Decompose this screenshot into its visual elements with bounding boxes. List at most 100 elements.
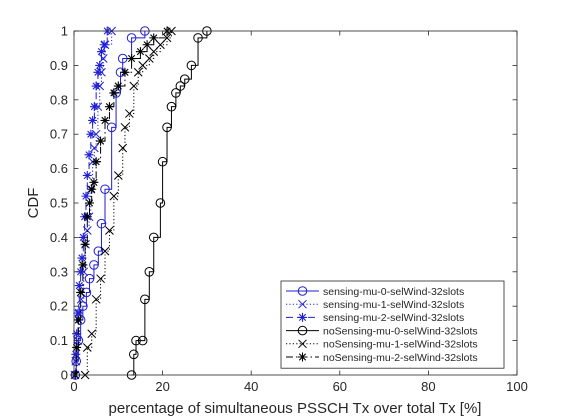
data-point-5-4: [91, 294, 101, 304]
data-point-5-13: [129, 81, 139, 91]
data-point-6-10: [89, 177, 99, 187]
legend-item: sensing-mu-0-selWind-32slots: [286, 286, 464, 298]
data-point-3-20: [99, 40, 109, 50]
data-point-6-2: [72, 342, 82, 352]
data-point-6-17: [120, 67, 130, 77]
data-point-6-9: [87, 184, 97, 194]
data-point-6-3: [73, 315, 83, 325]
data-point-4-6: [144, 267, 155, 277]
data-point-3-16: [91, 81, 101, 91]
data-point-6-14: [104, 102, 114, 112]
data-point-1-7: [84, 273, 95, 284]
y-axis-label: CDF: [25, 188, 42, 219]
legend-label: noSensing-mu-0-selWind-32slots: [323, 325, 478, 337]
y-tick-label: 0.3: [50, 264, 68, 279]
data-point-5-2: [82, 343, 92, 352]
legend-marker: [298, 312, 307, 322]
data-point-4-16: [193, 33, 203, 43]
y-tick-label: 0.7: [50, 127, 68, 142]
legend-marker: [298, 339, 307, 349]
legend-item: sensing-mu-1-selWind-32slots: [286, 299, 464, 311]
x-tick-label: 60: [333, 379, 347, 394]
data-point-1-12: [106, 122, 117, 133]
data-point-5-17: [149, 47, 159, 56]
data-point-5-7: [105, 226, 114, 235]
data-point-1-8: [89, 260, 99, 270]
data-point-3-6: [76, 267, 86, 277]
legend-label: noSensing-mu-2-selWind-32slots: [323, 352, 478, 364]
data-point-6-4: [76, 287, 86, 297]
y-tick-label: 0: [61, 368, 68, 383]
data-point-3-12: [84, 150, 94, 160]
legend-label: sensing-mu-1-selWind-32slots: [323, 299, 464, 311]
data-point-4-11: [166, 101, 177, 112]
data-point-6-15: [109, 88, 119, 98]
data-point-4-13: [175, 81, 186, 91]
data-point-3-10: [81, 191, 91, 201]
data-point-6-18: [127, 54, 137, 64]
data-point-1-5: [78, 301, 88, 312]
data-point-5-19: [162, 33, 172, 43]
data-point-6-8: [85, 198, 95, 208]
data-point-5-12: [125, 109, 134, 118]
data-point-3-14: [88, 115, 98, 125]
data-point-3-18: [95, 60, 105, 70]
data-point-5-6: [100, 246, 110, 256]
data-point-6-16: [113, 81, 123, 91]
data-point-6-13: [100, 115, 110, 125]
data-point-3-4: [73, 308, 83, 318]
data-point-2-5: [76, 294, 86, 304]
data-point-4-8: [155, 198, 166, 208]
legend: sensing-mu-0-selWind-32slotssensing-mu-1…: [280, 280, 505, 369]
y-tick-label: 0.5: [50, 196, 68, 211]
data-point-4-9: [157, 156, 168, 167]
data-point-4-5: [140, 294, 150, 305]
data-point-5-3: [87, 329, 97, 339]
data-point-1-11: [100, 184, 110, 195]
y-tick-label: 0.1: [50, 333, 68, 348]
y-tick-label: 0.4: [50, 230, 68, 245]
x-tick-label: 100: [506, 379, 528, 394]
legend-marker: [297, 286, 308, 296]
legend-label: sensing-mu-2-selWind-32slots: [323, 312, 464, 324]
data-point-1-9: [93, 246, 104, 256]
data-point-5-9: [113, 171, 123, 180]
series-noSensing-mu-1-selWind-32slots: [80, 26, 176, 380]
data-point-4-10: [162, 122, 172, 133]
legend-box: [280, 280, 505, 369]
data-point-5-5: [96, 274, 105, 284]
data-point-5-18: [156, 40, 165, 50]
data-point-6-19: [135, 47, 145, 57]
data-point-3-15: [89, 102, 99, 112]
data-point-6-20: [142, 40, 152, 50]
y-tick-label: 0.8: [50, 92, 68, 107]
data-point-5-15: [138, 61, 148, 70]
legend-label: sensing-mu-0-selWind-32slots: [323, 286, 464, 298]
data-point-3-7: [77, 253, 87, 263]
series-line-4: [131, 31, 208, 376]
legend-item: noSensing-mu-0-selWind-32slots: [286, 325, 478, 337]
data-point-1-16: [126, 33, 137, 43]
data-point-6-7: [82, 212, 92, 222]
data-point-6-11: [91, 157, 101, 167]
data-point-4-14: [179, 74, 190, 84]
data-point-6-6: [80, 239, 90, 249]
data-point-6-12: [96, 136, 106, 146]
legend-marker: [298, 352, 307, 362]
series-sensing-mu-2-selWind-32slots: [70, 26, 112, 380]
data-point-5-11: [120, 122, 130, 132]
data-point-3-3: [72, 329, 82, 339]
x-tick-label: 0: [70, 379, 77, 394]
y-tick-label: 0.9: [50, 58, 68, 73]
legend-item: sensing-mu-2-selWind-32slots: [286, 312, 464, 324]
data-point-4-15: [186, 60, 197, 71]
axes-layer: 0 20 40 60 80 100 0 0.1 0.2 0.3 0.4 0.5 0.6 0.7 0.8 0.9…: [50, 24, 528, 395]
data-point-5-8: [109, 191, 119, 201]
data-point-6-5: [78, 260, 88, 270]
data-point-6-21: [149, 33, 159, 43]
data-point-2-17: [98, 54, 108, 63]
data-point-5-16: [144, 54, 154, 63]
data-point-4-3: [131, 335, 141, 346]
data-point-3-11: [82, 170, 92, 180]
